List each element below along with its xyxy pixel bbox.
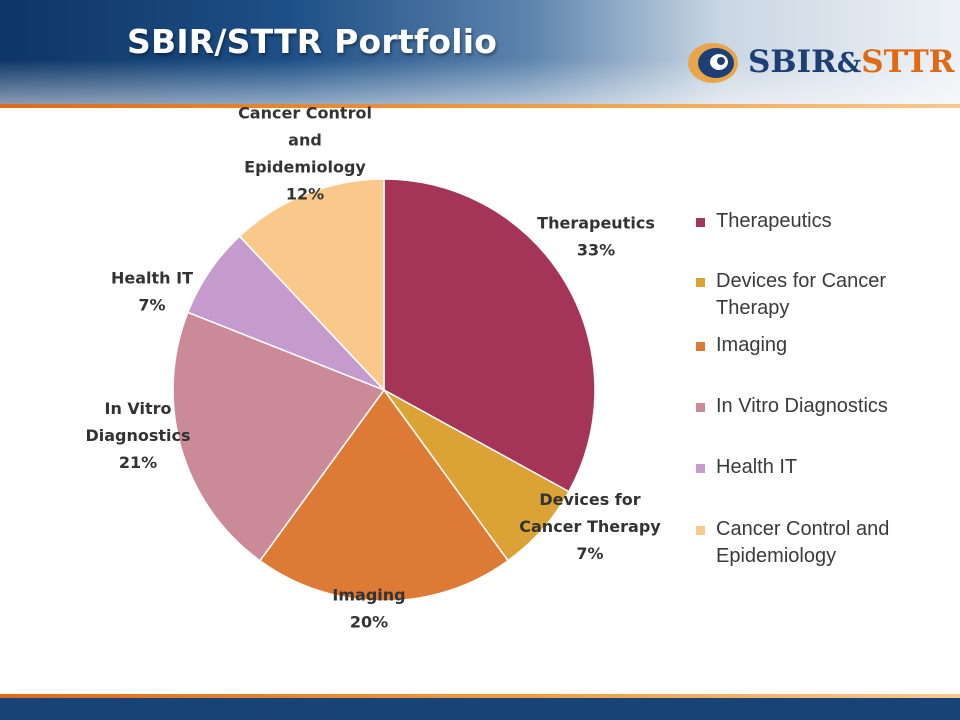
slice-label-line: 7% — [576, 544, 603, 563]
legend-swatch — [696, 342, 705, 351]
legend-swatch — [696, 464, 705, 473]
legend-label: Cancer Control and Epidemiology — [716, 518, 890, 567]
slice-label-line: and — [288, 131, 322, 150]
legend-swatch — [696, 403, 705, 412]
pie-labels: Therapeutics 33% Devices for Cancer Therapy… — [85, 104, 661, 632]
pie-slices — [172, 178, 596, 602]
slice-label-line: Cancer Therapy — [519, 517, 661, 536]
slice-label-line: Therapeutics — [537, 214, 655, 233]
footer-bar — [0, 698, 960, 720]
slice-label-2: Devices for Cancer Therapy 7% — [519, 490, 661, 563]
slice-label-line: 33% — [577, 241, 615, 260]
footer-accent-line — [0, 694, 960, 698]
slice-label-line: Devices for — [539, 490, 640, 509]
pie-slice-4 — [172, 311, 386, 562]
slice-label-line: Imaging — [332, 586, 405, 605]
page-title: SBIR/STTR Portfolio — [127, 22, 498, 61]
slice-label-line: In Vitro — [104, 399, 171, 418]
logo-wordmark: SBIR&STTR — [748, 44, 954, 80]
slice-label-3: Imaging 20% — [332, 586, 405, 632]
legend-label: In Vitro Diagnostics — [716, 395, 888, 417]
legend-label: Therapeutics — [716, 210, 832, 232]
logo-part-1: SBIR — [748, 44, 837, 80]
slice-label-line: 12% — [286, 185, 324, 204]
slice-label-5: Health IT 7% — [111, 269, 193, 315]
slice-label-line: 20% — [350, 613, 388, 632]
slice-label-line: Diagnostics — [85, 426, 190, 445]
slice-label-line: 21% — [119, 453, 157, 472]
header-banner: SBIR/STTR Portfolio SBIR&STTR — [0, 0, 960, 108]
legend-label: Health IT — [716, 456, 798, 478]
legend-swatch — [696, 278, 705, 287]
legend-label: Devices for Cancer Therapy — [716, 270, 887, 319]
pie-slice-1 — [383, 178, 596, 493]
pie-slice-6 — [238, 178, 385, 392]
slice-label-line: Health IT — [111, 269, 193, 288]
slice-label-line: Epidemiology — [244, 158, 366, 177]
slice-label-1: Therapeutics 33% — [537, 214, 655, 260]
chart-legend: Therapeutics Devices for Cancer Therapy Im… — [696, 200, 946, 590]
header-accent-line — [0, 104, 960, 108]
logo-mark-icon — [688, 43, 738, 83]
slice-label-6: Cancer Control and Epidemiology 12% — [238, 104, 372, 204]
sbir-sttr-logo: SBIR&STTR — [686, 38, 954, 90]
pie-slice-3 — [258, 388, 510, 602]
slice-label-line: Cancer Control — [238, 104, 372, 123]
legend-swatch — [696, 218, 705, 227]
legend-label: Imaging — [716, 334, 788, 356]
slice-label-4: In Vitro Diagnostics 21% — [85, 399, 190, 472]
logo-ampersand: & — [836, 48, 862, 79]
legend-swatch — [696, 526, 705, 535]
header-fade — [0, 0, 960, 108]
slice-label-line: 7% — [138, 296, 165, 315]
logo-part-2: STTR — [861, 44, 955, 80]
